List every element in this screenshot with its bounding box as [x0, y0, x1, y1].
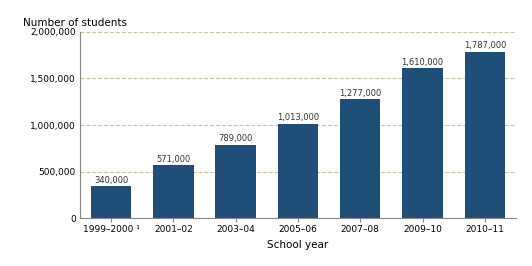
Text: 571,000: 571,000 — [156, 155, 190, 164]
Bar — [340, 99, 380, 218]
Text: 789,000: 789,000 — [219, 134, 253, 143]
Bar — [402, 68, 443, 218]
Bar — [464, 52, 505, 218]
Text: 340,000: 340,000 — [94, 176, 128, 185]
Text: 1,277,000: 1,277,000 — [339, 89, 381, 98]
Text: 1,787,000: 1,787,000 — [464, 41, 506, 50]
Bar — [215, 145, 256, 218]
Text: 1,013,000: 1,013,000 — [277, 113, 319, 122]
Bar — [90, 186, 131, 218]
Text: Number of students: Number of students — [23, 18, 127, 28]
Bar — [153, 165, 194, 218]
Text: 1,610,000: 1,610,000 — [402, 58, 444, 67]
X-axis label: School year: School year — [267, 240, 329, 250]
Bar — [278, 124, 318, 218]
